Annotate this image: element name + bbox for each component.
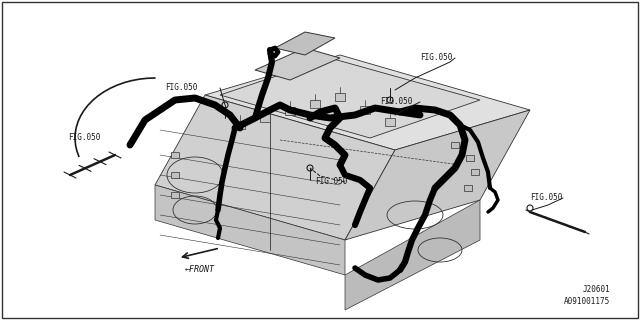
- FancyBboxPatch shape: [360, 106, 370, 114]
- FancyBboxPatch shape: [464, 185, 472, 191]
- Polygon shape: [345, 200, 480, 310]
- Polygon shape: [155, 95, 395, 240]
- Text: ←FRONT: ←FRONT: [185, 265, 215, 274]
- FancyBboxPatch shape: [310, 100, 320, 108]
- FancyBboxPatch shape: [451, 142, 459, 148]
- Polygon shape: [220, 58, 480, 138]
- FancyBboxPatch shape: [171, 152, 179, 158]
- Text: A091001175: A091001175: [564, 298, 610, 307]
- FancyBboxPatch shape: [171, 172, 179, 178]
- Text: FIG.050: FIG.050: [315, 178, 348, 187]
- Text: J20601: J20601: [582, 285, 610, 294]
- Polygon shape: [345, 110, 530, 240]
- FancyBboxPatch shape: [235, 121, 245, 129]
- Text: FIG.050: FIG.050: [380, 98, 412, 107]
- Polygon shape: [155, 185, 345, 275]
- FancyBboxPatch shape: [285, 107, 295, 115]
- FancyBboxPatch shape: [260, 114, 270, 122]
- FancyBboxPatch shape: [171, 192, 179, 198]
- FancyBboxPatch shape: [335, 93, 345, 101]
- Text: FIG.050: FIG.050: [68, 133, 100, 142]
- Polygon shape: [255, 48, 340, 80]
- Polygon shape: [275, 32, 335, 55]
- Text: FIG.050: FIG.050: [530, 194, 563, 203]
- FancyBboxPatch shape: [466, 155, 474, 161]
- FancyBboxPatch shape: [471, 169, 479, 175]
- Polygon shape: [205, 55, 530, 150]
- Text: FIG.050: FIG.050: [420, 53, 452, 62]
- Text: FIG.050: FIG.050: [165, 84, 197, 92]
- FancyBboxPatch shape: [385, 118, 395, 126]
